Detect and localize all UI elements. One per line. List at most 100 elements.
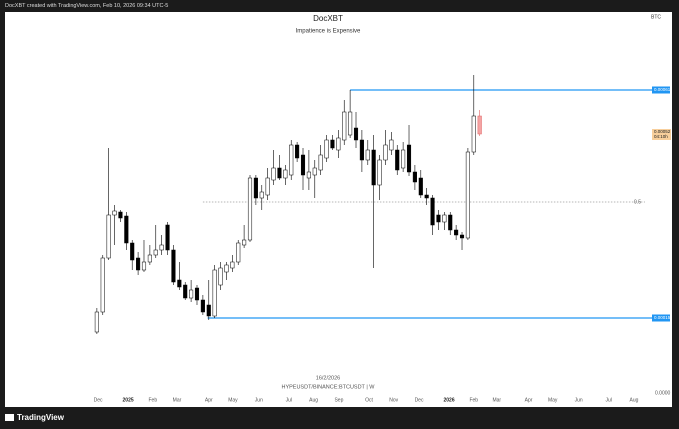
candle-body — [371, 149, 376, 186]
candle-body — [318, 154, 323, 171]
x-tick-label: Nov — [389, 397, 398, 403]
candle-body — [194, 287, 200, 301]
candle-body — [401, 149, 406, 169]
candle-body — [430, 197, 435, 226]
candle-body — [459, 234, 465, 239]
candle-body — [141, 261, 147, 271]
x-tick-label: Feb — [469, 397, 478, 403]
credit: DocXBT created with TradingView.com, Feb… — [5, 3, 168, 9]
x-tick-label: Mar — [492, 397, 501, 403]
x-tick-label: Oct — [365, 397, 373, 403]
x-tick-label: Aug — [630, 397, 639, 403]
candle-body — [171, 249, 176, 283]
countdown: 04:10h — [654, 134, 668, 139]
candle-body — [365, 149, 370, 161]
candle-body — [442, 214, 447, 223]
x-tick-label: Feb — [149, 397, 158, 403]
candle-body — [247, 177, 253, 241]
chart-title: DocXBT — [313, 14, 343, 23]
candle-body — [418, 177, 423, 196]
x-tick-label: Jul — [286, 397, 292, 403]
candle-body — [100, 257, 105, 313]
candle-body — [124, 215, 129, 244]
candle-body — [324, 139, 329, 159]
candle-body — [94, 311, 99, 333]
candle-body — [183, 284, 188, 299]
candle-body — [283, 169, 288, 179]
candle-body — [348, 111, 353, 136]
candle-body — [259, 191, 264, 199]
candle-body — [383, 144, 388, 161]
candle-body — [242, 239, 247, 246]
candle-body — [448, 214, 453, 231]
candle-body — [165, 224, 170, 251]
candle-body — [412, 171, 417, 183]
candle-body — [342, 111, 347, 141]
logo-text: TradingView — [17, 413, 65, 422]
candle-body — [218, 267, 223, 286]
candle-body — [424, 194, 429, 199]
candle-body — [136, 257, 141, 271]
candle-body — [377, 159, 382, 186]
y-tick-label: 0.0000 — [655, 390, 671, 396]
chart-panel — [5, 12, 672, 407]
candle-body — [471, 115, 476, 153]
last-price-tag — [652, 129, 671, 140]
x-tick-label: Jun — [575, 397, 583, 403]
candle-body — [289, 144, 294, 176]
candle-body — [477, 115, 482, 135]
date-note: 16/2/2026 — [316, 375, 340, 381]
candle-body — [436, 214, 441, 223]
x-tick-label: Mar — [173, 397, 182, 403]
candle-body — [130, 242, 135, 261]
candle-body — [236, 242, 241, 263]
candle-body — [271, 167, 276, 181]
x-tick-label: Sep — [334, 397, 343, 403]
candle-body — [330, 139, 335, 149]
x-tick-label: 2025 — [123, 397, 134, 403]
candle-body — [177, 279, 182, 288]
candle-body — [206, 304, 211, 317]
candle-body — [118, 211, 123, 219]
candle-body — [353, 127, 359, 141]
candle-body — [306, 171, 311, 179]
candle-body — [359, 139, 364, 161]
level-label: 0.00061 — [654, 87, 671, 92]
candle-body — [277, 167, 282, 179]
candle-body — [465, 151, 470, 239]
symbol: BTC — [651, 14, 661, 20]
last-price-label: 0.00052 — [654, 129, 671, 134]
logo: TradingView — [5, 413, 65, 422]
candle-body — [112, 210, 117, 216]
candle-body — [147, 254, 152, 263]
chart-subtitle: Impatience is Expensive — [296, 29, 361, 35]
candle-body — [189, 289, 194, 299]
candle-body — [406, 144, 412, 173]
pair: HYPEUSDT/BINANCE:BTCUSDT | W — [281, 384, 375, 390]
candle-body — [200, 299, 205, 313]
candle-body — [212, 269, 217, 317]
candle-body — [265, 177, 270, 196]
x-tick-label: Jul — [605, 397, 611, 403]
x-tick-label: Dec — [94, 397, 103, 403]
x-tick-label: May — [548, 397, 558, 403]
candle-body — [336, 137, 341, 151]
x-tick-label: Dec — [415, 397, 424, 403]
level-tag — [652, 314, 670, 322]
candle-body — [312, 167, 317, 176]
candle-body — [253, 177, 258, 199]
x-tick-label: Jun — [255, 397, 263, 403]
x-tick-label: May — [228, 397, 238, 403]
candle-body — [230, 261, 235, 269]
level-label: 0.00015 — [654, 315, 671, 320]
candle-body — [395, 149, 400, 171]
candle-body — [454, 229, 459, 236]
candle-body — [295, 144, 300, 159]
x-tick-label: 2026 — [443, 397, 454, 403]
logo-icon — [5, 414, 14, 421]
candle-body — [300, 154, 306, 176]
candle-body — [159, 244, 164, 251]
level-tag — [652, 86, 670, 94]
candle-body — [224, 264, 229, 273]
